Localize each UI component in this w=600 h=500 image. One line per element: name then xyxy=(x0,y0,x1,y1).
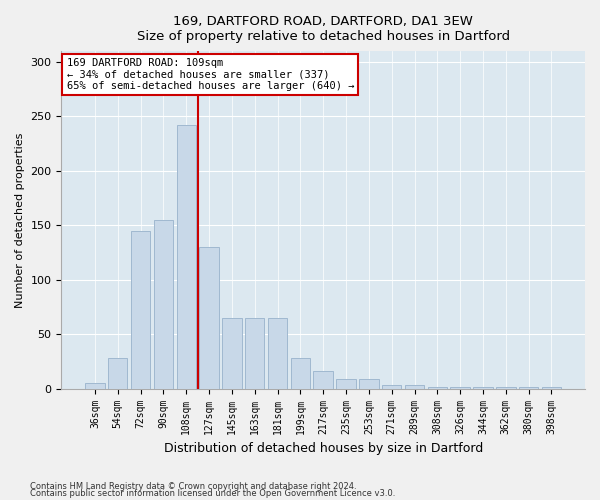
Bar xyxy=(199,247,219,388)
Bar xyxy=(85,383,104,388)
Bar xyxy=(245,318,265,388)
Bar xyxy=(290,358,310,388)
Bar xyxy=(382,386,401,388)
Bar xyxy=(451,386,470,388)
Y-axis label: Number of detached properties: Number of detached properties xyxy=(15,132,25,308)
Text: Contains public sector information licensed under the Open Government Licence v3: Contains public sector information licen… xyxy=(30,490,395,498)
X-axis label: Distribution of detached houses by size in Dartford: Distribution of detached houses by size … xyxy=(164,442,483,455)
Bar xyxy=(268,318,287,388)
Bar xyxy=(154,220,173,388)
Bar xyxy=(337,379,356,388)
Bar xyxy=(176,125,196,388)
Bar xyxy=(428,386,447,388)
Bar xyxy=(108,358,127,388)
Bar xyxy=(405,386,424,388)
Text: 169 DARTFORD ROAD: 109sqm
← 34% of detached houses are smaller (337)
65% of semi: 169 DARTFORD ROAD: 109sqm ← 34% of detac… xyxy=(67,58,354,91)
Bar xyxy=(473,386,493,388)
Text: Contains HM Land Registry data © Crown copyright and database right 2024.: Contains HM Land Registry data © Crown c… xyxy=(30,482,356,491)
Bar xyxy=(496,386,515,388)
Title: 169, DARTFORD ROAD, DARTFORD, DA1 3EW
Size of property relative to detached hous: 169, DARTFORD ROAD, DARTFORD, DA1 3EW Si… xyxy=(137,15,510,43)
Bar xyxy=(542,386,561,388)
Bar xyxy=(313,372,333,388)
Bar xyxy=(131,231,150,388)
Bar xyxy=(519,386,538,388)
Bar xyxy=(222,318,242,388)
Bar xyxy=(359,379,379,388)
